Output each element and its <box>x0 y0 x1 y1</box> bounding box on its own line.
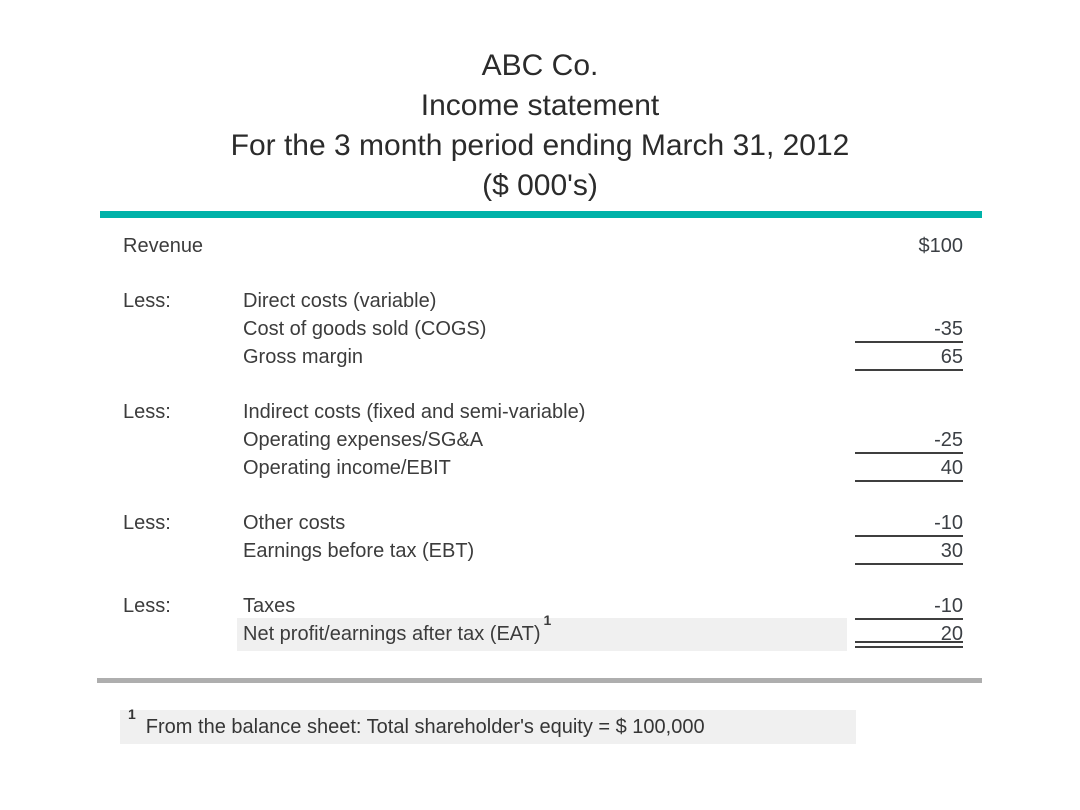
row-label <box>100 315 243 343</box>
row-amount: -10 <box>855 509 963 537</box>
row-label: Less: <box>123 595 171 617</box>
row-label: Less: <box>123 512 171 534</box>
row-description: Taxes <box>243 595 296 617</box>
row-description: Earnings before tax (EBT) <box>243 540 475 562</box>
row-description: Cost of goods sold (COGS) <box>243 318 487 340</box>
row-amount: -10 <box>855 592 963 620</box>
table-row-indirect-costs-header: Less: Indirect costs (fixed and semi-var… <box>100 398 963 426</box>
row-amount <box>855 287 963 315</box>
row-description: Gross margin <box>243 346 364 368</box>
table-row-ebt: Earnings before tax (EBT) 30 <box>100 537 963 565</box>
row-label <box>100 454 243 482</box>
row-amount: 40 <box>855 454 963 482</box>
table-row-cogs: Cost of goods sold (COGS) -35 <box>100 315 963 343</box>
row-amount <box>855 398 963 426</box>
row-label: Less: <box>123 290 171 312</box>
row-amount: -25 <box>855 426 963 454</box>
table-row-gross-margin: Gross margin 65 <box>100 343 963 371</box>
statement-period: For the 3 month period ending March 31, … <box>230 129 850 162</box>
table-row-operating-expenses: Operating expenses/SG&A -25 <box>100 426 963 454</box>
row-description: Operating income/EBIT <box>243 457 451 479</box>
row-amount: -35 <box>855 315 963 343</box>
net-profit-label: Net profit/earnings after tax (EAT) <box>243 623 541 645</box>
row-description <box>243 232 855 260</box>
income-statement-table: Revenue $100 Less: Direct costs (variabl… <box>100 232 963 651</box>
table-row-net-profit: Net profit/earnings after tax (EAT)1 20 <box>100 613 963 651</box>
table-row-other-costs: Less: Other costs -10 <box>100 509 963 537</box>
footnote: 1 From the balance sheet: Total sharehold… <box>120 707 856 744</box>
row-amount: 65 <box>855 343 963 371</box>
row-description: Other costs <box>243 512 346 534</box>
row-label <box>100 343 243 371</box>
row-label: Revenue <box>123 235 204 257</box>
company-name: ABC Co. <box>481 49 599 82</box>
table-row-revenue: Revenue $100 <box>100 232 963 260</box>
table-row-direct-costs-header: Less: Direct costs (variable) <box>100 287 963 315</box>
row-amount: 20 <box>855 620 963 648</box>
footnote-reference-marker: 1 <box>543 612 552 629</box>
footnote-ref-number: 1 <box>128 706 136 723</box>
table-row-taxes: Less: Taxes -10 <box>100 592 963 620</box>
row-label: Less: <box>123 401 171 423</box>
row-description: Indirect costs (fixed and semi-variable) <box>243 401 586 423</box>
title-block: ABC Co. Income statement For the 3 month… <box>0 46 1080 206</box>
bottom-divider-rule <box>97 678 982 683</box>
footnote-text: From the balance sheet: Total shareholde… <box>145 716 705 738</box>
row-label <box>100 537 243 565</box>
row-label <box>100 426 243 454</box>
row-amount: $100 <box>918 235 964 257</box>
row-label <box>100 620 243 648</box>
row-description: Operating expenses/SG&A <box>243 429 484 451</box>
statement-units: ($ 000's) <box>482 169 598 202</box>
teal-accent-rule <box>100 211 982 218</box>
statement-type: Income statement <box>420 89 660 122</box>
row-amount: 30 <box>855 537 963 565</box>
table-row-operating-income: Operating income/EBIT 40 <box>100 454 963 482</box>
row-description: Direct costs (variable) <box>243 290 437 312</box>
row-description: Net profit/earnings after tax (EAT)1 <box>243 613 855 648</box>
